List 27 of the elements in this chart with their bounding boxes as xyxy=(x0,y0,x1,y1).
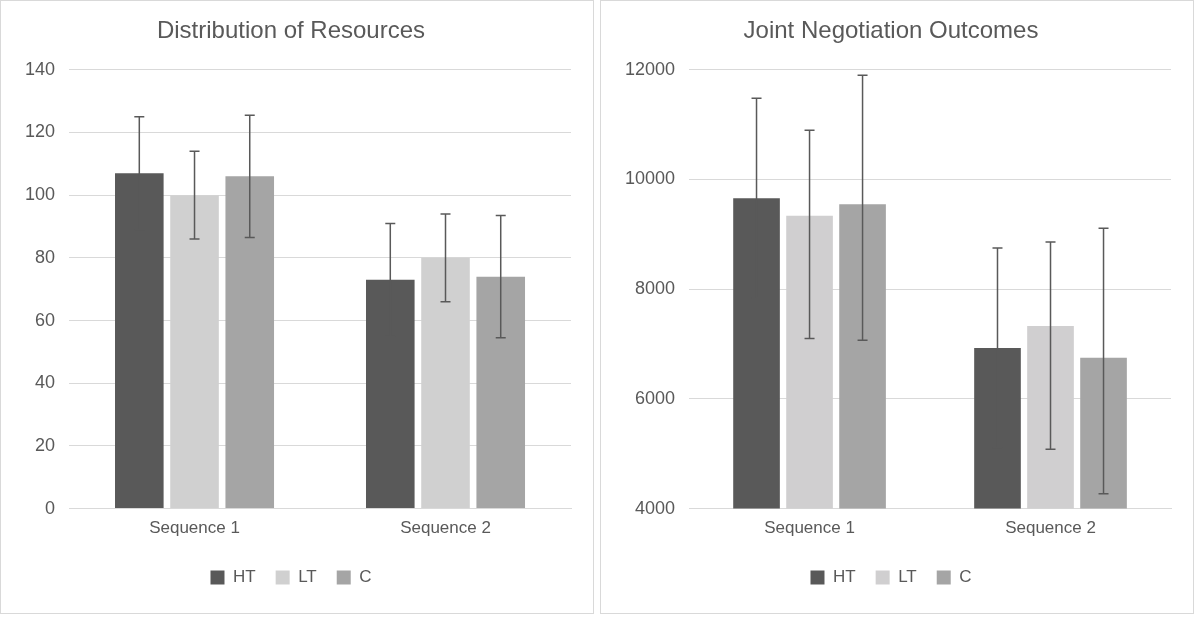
y-tick-label: 10000 xyxy=(624,168,676,189)
bar xyxy=(476,276,526,509)
legend-label: C xyxy=(359,567,372,587)
y-tick-label: 60 xyxy=(35,309,56,330)
y-tick-label: 0 xyxy=(45,497,56,518)
bar xyxy=(225,176,275,509)
y-tick-label: 80 xyxy=(35,246,56,267)
x-tick-label: Sequence 2 xyxy=(400,518,491,538)
y-tick-label: 8000 xyxy=(635,278,676,299)
y-tick-label: 4000 xyxy=(635,497,676,518)
x-tick-label: Sequence 2 xyxy=(1005,518,1096,538)
chart-title: Joint Negotiation Outcomes xyxy=(743,16,1039,44)
y-tick-label: 20 xyxy=(35,434,56,455)
legend-label: C xyxy=(959,567,972,587)
x-tick-label: Sequence 1 xyxy=(149,518,240,538)
y-tick-label: 6000 xyxy=(635,387,676,408)
x-tick-label: Sequence 1 xyxy=(764,518,855,538)
y-tick-label: 40 xyxy=(35,372,56,393)
legend-label: LT xyxy=(898,567,917,587)
legend-label: HT xyxy=(232,567,256,587)
y-tick-label: 12000 xyxy=(624,58,676,79)
legend-label: HT xyxy=(832,567,856,587)
y-tick-label: 120 xyxy=(24,121,56,142)
y-tick-label: 100 xyxy=(24,184,56,205)
legend-label: LT xyxy=(298,567,317,587)
chart-title: Distribution of Resources xyxy=(156,16,426,44)
y-tick-label: 140 xyxy=(24,58,56,79)
